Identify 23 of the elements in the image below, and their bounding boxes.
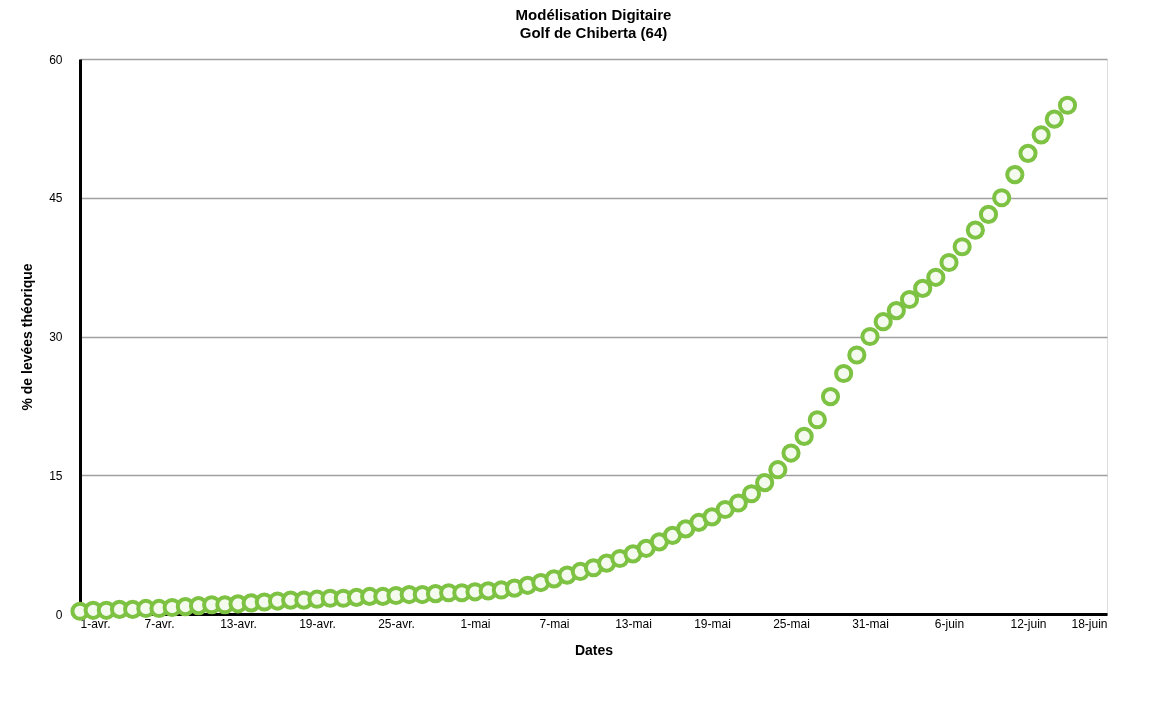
x-tick-label: 7-avr.: [144, 616, 175, 631]
x-tick-label: 13-mai: [615, 616, 652, 631]
x-axis-title: Dates: [574, 641, 614, 658]
x-tick-label: 18-juin: [1071, 616, 1108, 631]
y-tick-label: 60: [49, 52, 63, 67]
x-tick-label: 31-mai: [852, 616, 889, 631]
x-tick-label: 1-mai: [460, 616, 491, 631]
y-axis-title: % de levées théorique: [19, 263, 36, 411]
x-tick-label: 1-avr.: [80, 616, 111, 631]
y-tick-label: 15: [49, 468, 63, 483]
y-tick-label: 30: [49, 330, 63, 344]
x-tick-label: 25-avr.: [378, 616, 415, 631]
chart-title: Modélisation Digitaire: [515, 6, 672, 23]
x-tick-label: 7-mai: [539, 616, 570, 631]
x-tick-label: 6-juin: [934, 616, 965, 631]
x-tick-label: 19-mai: [694, 616, 731, 631]
x-tick-label: 25-mai: [773, 616, 810, 631]
y-tick-label: 45: [49, 191, 63, 206]
y-tick-label: 0: [55, 607, 63, 622]
x-tick-label: 12-juin: [1010, 616, 1047, 631]
x-tick-label: 19-avr.: [299, 616, 336, 631]
x-tick-label: 13-avr.: [220, 616, 257, 631]
chart-subtitle: Golf de Chiberta (64): [519, 24, 668, 41]
